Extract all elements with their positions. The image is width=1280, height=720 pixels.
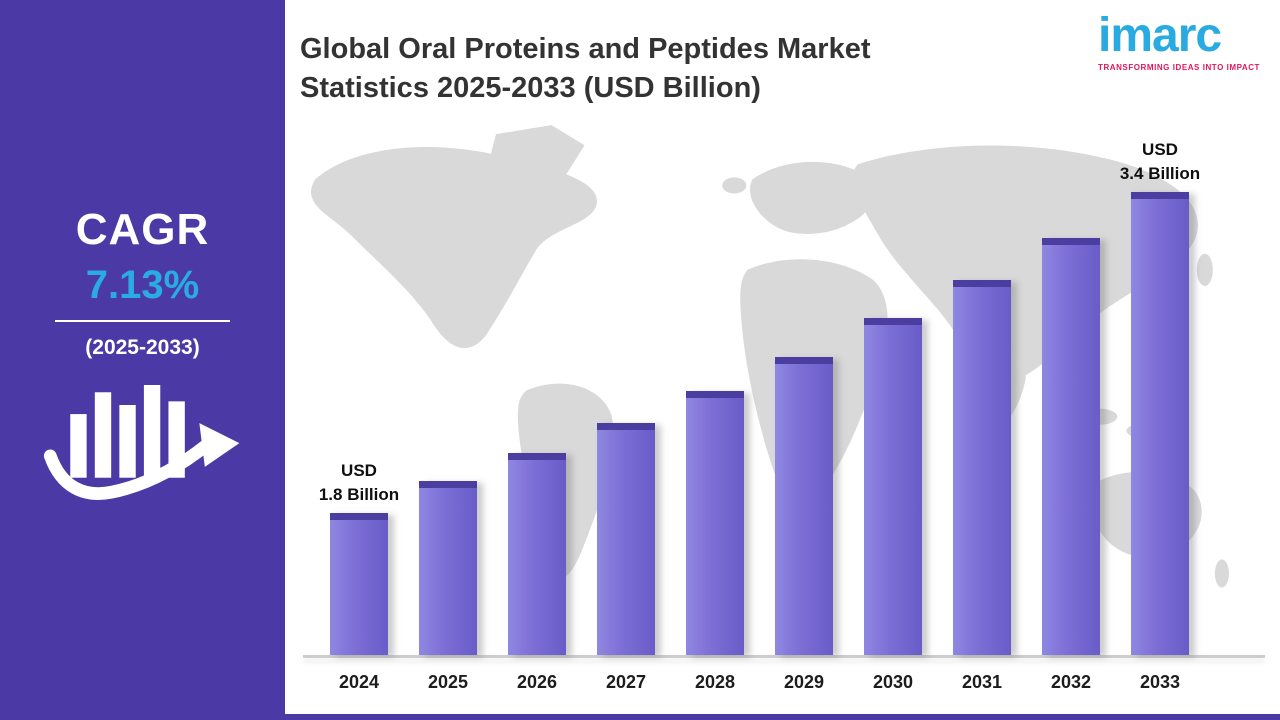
bar-2025 [419,480,477,655]
cagr-divider [55,320,230,322]
cagr-label: CAGR [75,205,210,254]
cagr-period: (2025-2033) [85,336,200,359]
bottom-accent-strip [0,714,1280,720]
annotation-first-line1: USD [341,460,377,480]
cagr-value: 7.13% [85,263,200,307]
annotation-first: USD 1.8 Billion [294,459,424,508]
bar-2030 [864,318,922,655]
bar-chart: USD 1.8 Billion USD 3.4 Billion [319,125,1220,655]
x-axis-baseline [303,655,1265,658]
annotation-first-line2: 1.8 Billion [318,485,400,505]
x-label-2033: 2033 [1139,672,1181,692]
bar-2028 [686,390,744,655]
x-label-2026: 2026 [516,672,558,692]
bar-2029 [775,356,833,655]
bar-2027 [597,422,655,655]
x-axis-labels: 2024 2025 2026 2027 2028 2029 2030 2031 2032 2033 [330,672,1220,698]
bar-2031 [953,280,1011,655]
x-label-2032: 2032 [1050,672,1092,692]
bar-2033 [1131,192,1189,655]
annotation-last-line2: 3.4 Billion [1119,164,1201,184]
x-label-2024: 2024 [338,672,380,692]
annotation-last-line1: USD [1142,139,1178,159]
x-label-2027: 2027 [605,672,647,692]
page-title-line2: Statistics 2025-2033 (USD Billion) [300,72,761,105]
cagr-block: CAGR 7.13% (2025-2033) [0,205,285,360]
page-title-line1: Global Oral Proteins and Peptides Market [300,33,871,65]
annotation-last: USD 3.4 Billion [1095,138,1225,187]
sidebar: CAGR 7.13% (2025-2033) [0,0,285,720]
growth-chart-arrow-icon [43,355,243,520]
growth-chart-arrow-svg [43,385,239,500]
bar-2032 [1042,238,1100,655]
page-title: Global Oral Proteins and Peptides Market… [300,30,1060,108]
x-label-2030: 2030 [872,672,914,692]
bar-2026 [508,452,566,655]
imarc-logo: imarc TRANSFORMING IDEAS INTO IMPACT [1098,9,1260,73]
x-label-2025: 2025 [427,672,469,692]
x-label-2031: 2031 [961,672,1003,692]
bar-2024 [330,513,388,655]
x-label-2028: 2028 [694,672,736,692]
x-label-2029: 2029 [783,672,825,692]
imarc-tagline: TRANSFORMING IDEAS INTO IMPACT [1098,63,1260,72]
imarc-wordmark: imarc [1098,9,1222,62]
